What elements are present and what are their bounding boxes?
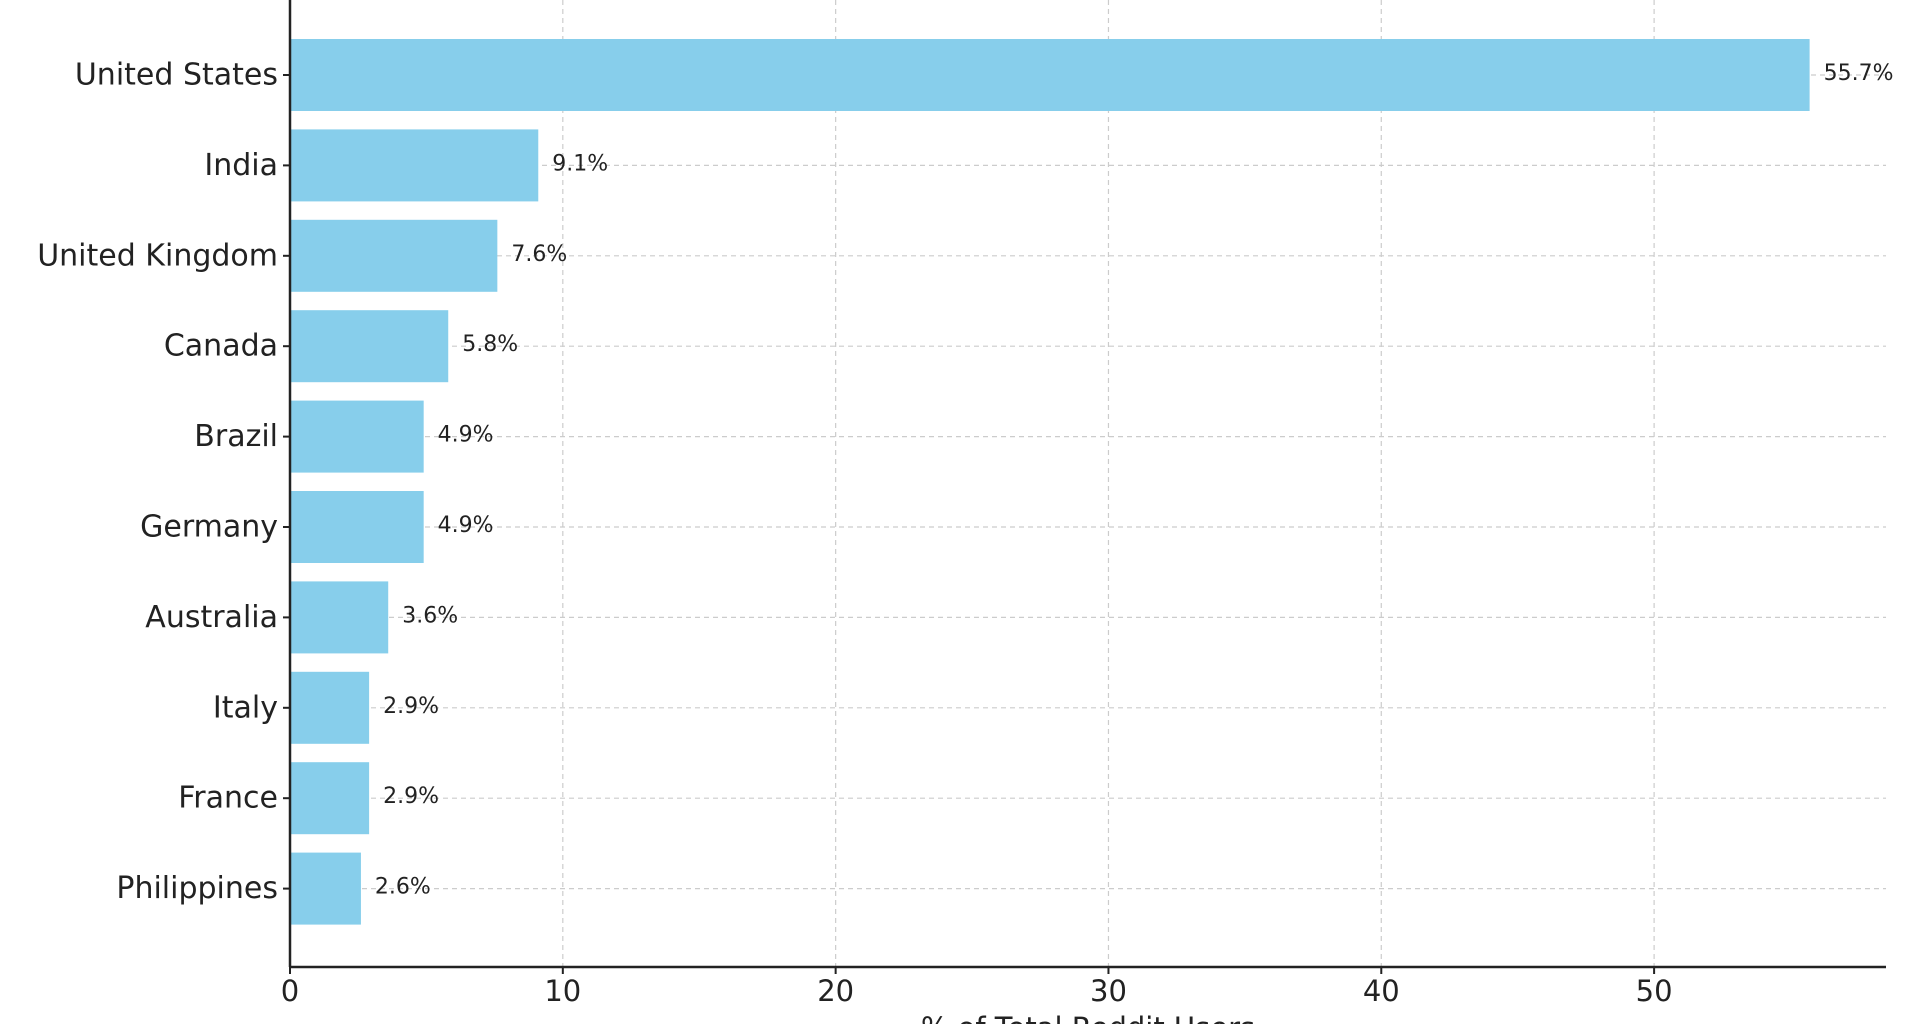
value-label: 4.9% xyxy=(438,513,494,538)
y-tick-label: Australia xyxy=(145,600,278,635)
x-tick-label: 0 xyxy=(281,974,299,1008)
x-tick-label: 50 xyxy=(1636,974,1673,1008)
y-tick-label: India xyxy=(204,148,278,183)
bar xyxy=(290,400,424,473)
bar xyxy=(290,762,370,835)
y-tick-label: United States xyxy=(75,58,278,93)
y-tick-label: France xyxy=(178,781,278,816)
bars xyxy=(290,39,1810,925)
bar xyxy=(290,129,539,202)
y-tick-label: Brazil xyxy=(194,419,278,454)
x-tick-label: 10 xyxy=(544,974,581,1008)
value-label: 4.9% xyxy=(438,423,494,448)
bar xyxy=(290,39,1810,111)
bar xyxy=(290,219,498,292)
value-label: 2.9% xyxy=(383,694,439,719)
value-label: 3.6% xyxy=(402,603,458,628)
x-tick-label: 20 xyxy=(817,974,854,1008)
x-tick-label: 40 xyxy=(1363,974,1400,1008)
value-label: 55.7% xyxy=(1824,61,1894,86)
bar xyxy=(290,310,449,383)
value-label: 7.6% xyxy=(511,242,567,267)
bar xyxy=(290,671,370,744)
y-tick-label: Canada xyxy=(164,329,278,364)
x-tick-label: 30 xyxy=(1090,974,1127,1008)
y-tick-label: Germany xyxy=(140,510,278,545)
value-label: 2.9% xyxy=(383,784,439,809)
bar xyxy=(290,491,424,563)
value-label: 2.6% xyxy=(375,875,431,900)
value-label: 9.1% xyxy=(552,151,608,176)
value-label: 5.8% xyxy=(462,332,518,357)
y-tick-label: Italy xyxy=(213,690,278,725)
bar xyxy=(290,581,389,654)
bar xyxy=(290,852,361,925)
y-tick-label: United Kingdom xyxy=(37,238,278,273)
y-tick-label: Philippines xyxy=(116,871,278,906)
x-axis-label: % of Total Reddit Users xyxy=(921,1011,1255,1024)
